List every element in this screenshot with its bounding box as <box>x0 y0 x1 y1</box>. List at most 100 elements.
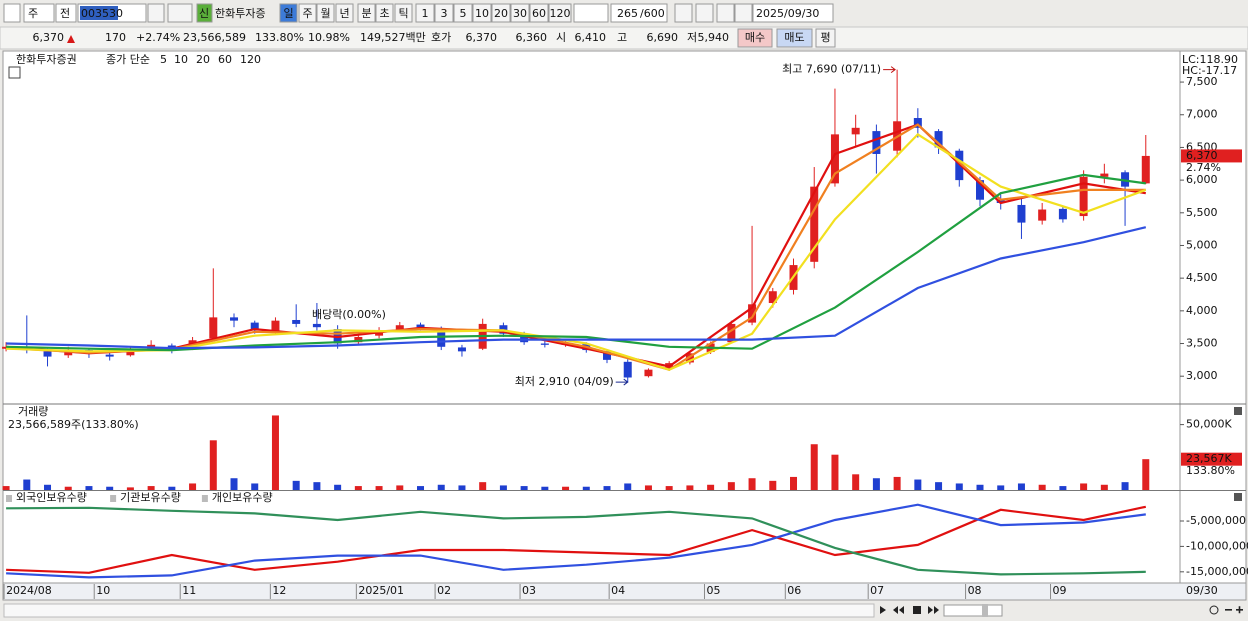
hc-label: HC:-17.17 <box>1182 64 1237 77</box>
tool-icon[interactable] <box>674 3 693 23</box>
volume-bar <box>106 486 114 490</box>
annotation-arrow <box>615 378 629 386</box>
date: 2025/09/30 <box>756 7 819 20</box>
period-button[interactable] <box>335 3 354 23</box>
volume-bar <box>852 474 860 490</box>
volume-bar <box>313 482 321 490</box>
volume-bar <box>458 485 466 490</box>
period-button[interactable] <box>357 3 376 23</box>
interval-button[interactable] <box>491 3 511 23</box>
period-label[interactable]: 초 <box>379 7 389 20</box>
zoom-slider[interactable] <box>943 604 1003 617</box>
period-label[interactable]: 월 <box>320 7 330 20</box>
market-select[interactable] <box>23 3 55 23</box>
period-label[interactable]: 년 <box>339 7 349 20</box>
interval-button[interactable] <box>548 3 572 23</box>
candle-body <box>996 199 1005 203</box>
volume-bar <box>23 479 31 490</box>
ma-line <box>6 226 1147 350</box>
grid-icon[interactable] <box>8 66 21 79</box>
x-tick-label: 08 <box>968 584 982 597</box>
nav-prev[interactable] <box>893 606 904 614</box>
period-button[interactable] <box>375 3 394 23</box>
tool-icon[interactable] <box>716 3 735 23</box>
interval-button[interactable] <box>529 3 549 23</box>
interval-label[interactable]: 5 <box>460 7 467 20</box>
order-button[interactable] <box>815 28 836 48</box>
open: 6,410 <box>575 31 607 44</box>
period-button[interactable] <box>279 3 298 23</box>
period-label[interactable]: 틱 <box>398 7 408 20</box>
y-tick-label: -5,000,000 <box>1186 514 1246 527</box>
order-button[interactable] <box>737 28 773 48</box>
holding-line <box>6 506 1146 576</box>
order-label[interactable]: 평 <box>820 31 830 44</box>
volume-bar <box>790 476 798 490</box>
volume-ratio: 133.80% <box>255 31 304 44</box>
low-annotation: 최저 2,910 (04/09) <box>515 375 614 388</box>
date-input[interactable] <box>752 3 834 23</box>
nav-forward[interactable] <box>928 606 939 614</box>
candle-body <box>43 351 52 357</box>
count-input[interactable] <box>610 3 668 23</box>
menu-icon[interactable] <box>3 3 21 23</box>
zoom-thumb[interactable] <box>982 604 988 617</box>
y-tick-label: 4,000 <box>1186 304 1218 317</box>
candle-body <box>830 134 839 184</box>
interval-label[interactable]: 3 <box>441 7 448 20</box>
volume-bar <box>147 486 155 490</box>
search-button[interactable] <box>147 3 165 23</box>
interval-button[interactable] <box>415 3 435 23</box>
interval-label[interactable]: 10 <box>475 7 489 20</box>
interval-label[interactable]: 20 <box>494 7 508 20</box>
tool-icon[interactable] <box>695 3 714 23</box>
plot-area <box>2 50 1181 584</box>
interval-button[interactable] <box>472 3 492 23</box>
zoom-icon[interactable] <box>1209 605 1219 615</box>
x-end-label: 09/30 <box>1186 584 1218 597</box>
period-button[interactable] <box>316 3 335 23</box>
interval-select[interactable] <box>573 3 609 23</box>
legend-entry: 120 <box>240 53 261 66</box>
order-button[interactable] <box>776 28 813 48</box>
type-select[interactable] <box>55 3 77 23</box>
sound-button[interactable] <box>167 3 193 23</box>
interval-button[interactable] <box>434 3 454 23</box>
tool-icon[interactable] <box>734 3 753 23</box>
order-label[interactable]: 매도 <box>784 31 804 44</box>
annotation-arrow <box>883 66 896 74</box>
volume-bar <box>375 486 383 490</box>
close-panel[interactable] <box>1234 407 1242 415</box>
scroll-track[interactable] <box>3 603 875 618</box>
zoom-in[interactable] <box>1236 606 1243 614</box>
zoom-out[interactable] <box>1225 609 1232 611</box>
interval-label[interactable]: 1 <box>422 7 429 20</box>
order-label[interactable]: 매수 <box>745 31 765 44</box>
volume-bar <box>665 486 673 490</box>
close-panel[interactable] <box>1234 493 1242 501</box>
period-label[interactable]: 주 <box>302 7 312 20</box>
candle-body <box>292 319 301 324</box>
candle-body <box>913 118 922 128</box>
period-label[interactable]: 분 <box>361 7 371 20</box>
candle-body <box>1058 208 1067 220</box>
period-button[interactable] <box>298 3 317 23</box>
candle-body <box>312 323 321 328</box>
interval-button[interactable] <box>453 3 473 23</box>
credit: 신 <box>199 7 209 20</box>
market: 주 <box>28 7 38 20</box>
candle-body <box>520 334 529 343</box>
volume-bar <box>748 478 756 490</box>
y-tick-label: 3,500 <box>1186 337 1218 350</box>
period-button[interactable] <box>394 3 413 23</box>
interval-label[interactable]: 120 <box>550 7 571 20</box>
period-label[interactable]: 일 <box>283 6 293 20</box>
x-tick-label: 02 <box>437 584 451 597</box>
interval-label[interactable]: 60 <box>532 7 546 20</box>
interval-label[interactable]: 30 <box>513 7 527 20</box>
nav-buttons[interactable] <box>880 604 1243 617</box>
nav-next[interactable] <box>880 606 886 614</box>
interval-button[interactable] <box>510 3 530 23</box>
nav-stop[interactable] <box>913 606 921 614</box>
